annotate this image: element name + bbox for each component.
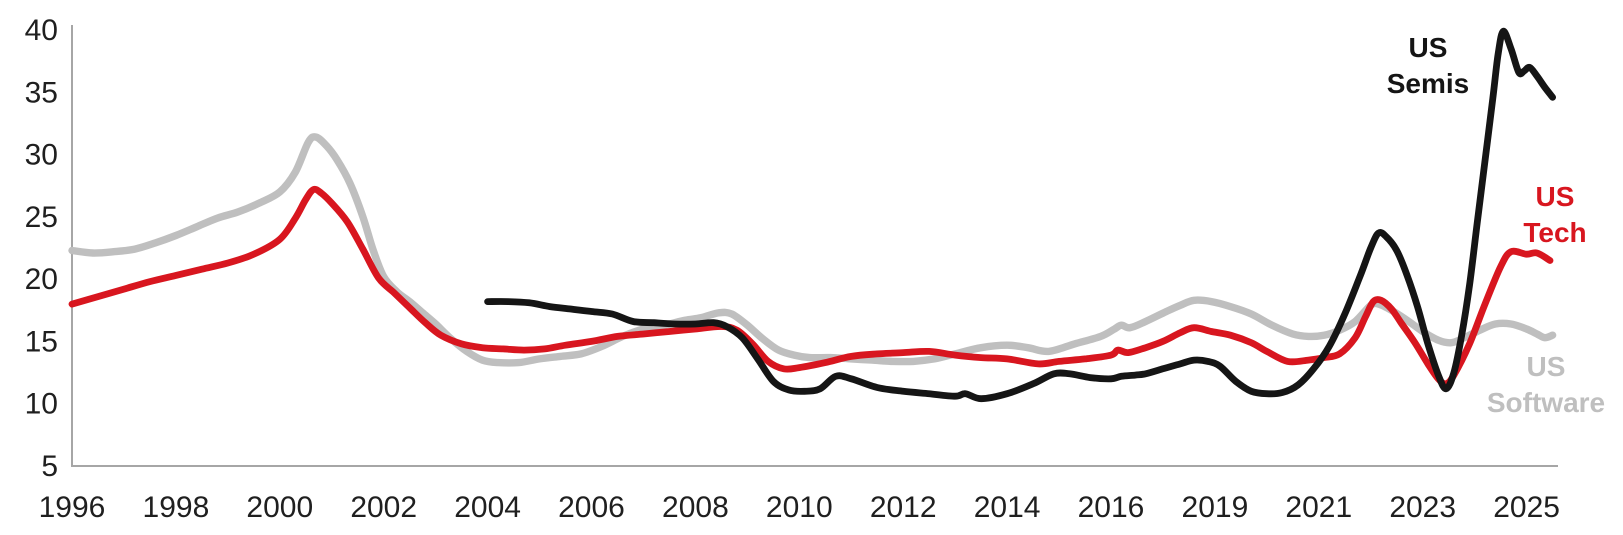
series-label-us-tech-line2: Tech (1523, 217, 1587, 248)
x-tick-label: 1996 (39, 491, 106, 524)
series-label-us-software-line1: US (1526, 351, 1566, 382)
x-tick-label: 2000 (246, 491, 313, 524)
y-tick-label: 35 (25, 76, 58, 109)
x-tick-label: 2014 (974, 491, 1041, 524)
x-tick-label: 2012 (870, 491, 937, 524)
x-tick-label: 2016 (1078, 491, 1145, 524)
x-tick-label: 2006 (558, 491, 625, 524)
axis-spines (71, 25, 1558, 467)
x-tick-label: 2019 (1182, 491, 1249, 524)
series-label-us-tech: US Tech (1523, 179, 1586, 251)
x-tick-label: 2021 (1285, 491, 1352, 524)
y-tick-label: 30 (25, 139, 58, 172)
y-tick-label: 25 (25, 201, 58, 234)
series-label-us-semis-line2: Semis (1386, 68, 1470, 99)
series-label-us-software-line2: Software (1486, 387, 1606, 418)
series-line-us-semis (484, 27, 1556, 403)
x-tick-label: 1998 (143, 491, 210, 524)
x-tick-label: 2010 (766, 491, 833, 524)
series-label-us-software: US Software (1487, 349, 1605, 421)
x-tick-label: 2008 (662, 491, 729, 524)
x-tick-label: 2023 (1389, 491, 1456, 524)
series-label-us-tech-line1: US (1535, 181, 1575, 212)
x-tick-label: 2002 (350, 491, 417, 524)
y-tick-label: 10 (25, 388, 58, 421)
y-tick-label: 20 (25, 263, 58, 296)
series-line-us-software (68, 133, 1557, 367)
series-line-us-tech (68, 185, 1554, 388)
y-tick-label: 5 (41, 450, 58, 483)
x-tick-label: 2025 (1493, 491, 1560, 524)
x-tick-label: 2004 (454, 491, 521, 524)
y-tick-label: 40 (25, 14, 58, 47)
series-label-us-semis: US Semis (1387, 30, 1470, 102)
series-label-us-semis-line1: US (1408, 32, 1448, 63)
y-tick-label: 15 (25, 325, 58, 358)
